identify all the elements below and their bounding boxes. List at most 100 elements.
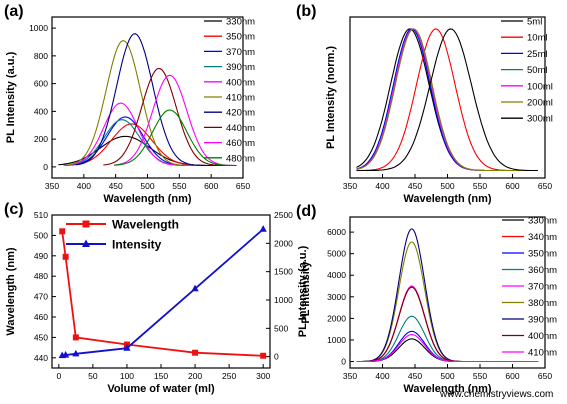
panel-a-ytick-label: 0 <box>43 162 48 172</box>
panel-d-ytick-label: 3000 <box>327 292 346 302</box>
panel-a-legend-label: 350nm <box>226 32 255 43</box>
panel-d-legend-label: 400nm <box>528 331 557 342</box>
panel-a-series-line <box>103 67 236 167</box>
panel-c-legend-label: Wavelength <box>112 218 179 232</box>
panel-c-point-square <box>72 334 79 341</box>
panel-c-xlabel: Volume of water (ml) <box>107 383 215 395</box>
panel-d-xtick-label: 550 <box>473 371 487 381</box>
panel-d-ytick-label: 4000 <box>327 270 346 280</box>
panel-a-xlabel: Wavelength (nm) <box>103 193 192 205</box>
panel-c-y2tick-label: 2000 <box>274 238 293 248</box>
panel-a-ylabel: PL Intensity (a.u.) <box>5 51 17 143</box>
panel-a-ytick-label: 200 <box>34 134 48 144</box>
panel-a-legend-label: 400nm <box>226 77 255 88</box>
panel-c-legend-label: Intensity <box>112 238 162 252</box>
panel-b-series-line <box>356 28 538 172</box>
panel-b-xtick-label: 550 <box>473 181 487 191</box>
panel-a-xtick-label: 350 <box>45 181 59 191</box>
panel-a-xtick-label: 400 <box>77 181 91 191</box>
panel-a-legend-label: 440nm <box>226 123 255 134</box>
panel-d-plot-frame <box>349 216 546 369</box>
panel-c-xtick-label: 50 <box>88 371 98 381</box>
panel-d-legend-label: 370nm <box>528 282 557 293</box>
panel-d-xtick-label: 450 <box>408 371 422 381</box>
panel-d-legend-label: 350nm <box>528 249 557 260</box>
panel-d-ylabel: PL Intensity <box>300 261 312 324</box>
panel-c-xtick-label: 300 <box>256 371 270 381</box>
panel-c-point-square <box>62 253 69 260</box>
panel-c-y2tick-label: 1500 <box>274 267 293 277</box>
panel-d-legend-label: 340nm <box>528 232 557 243</box>
panel-c-y2tick-label: 1000 <box>274 295 293 305</box>
panel-b-legend-label: 200ml <box>527 98 553 109</box>
panel-b-xtick-label: 600 <box>505 181 519 191</box>
panel-d-ytick-label: 5000 <box>327 249 346 259</box>
panel-c-ytick-label: 490 <box>34 251 48 261</box>
panel-c-point-square <box>59 228 66 235</box>
panel-a-legend-label: 390nm <box>226 62 255 73</box>
panel-b-legend-label: 300ml <box>527 114 553 125</box>
panel-c-ytick-label: 440 <box>34 353 48 363</box>
panel-d-legend-label: 390nm <box>528 315 557 326</box>
panel-d-series-line <box>356 241 539 363</box>
panel-a-xtick-label: 550 <box>172 181 186 191</box>
panel-c-point-triangle <box>123 344 131 351</box>
panel-c-ytick-label: 470 <box>34 292 48 302</box>
panel-d-ytick-label: 6000 <box>327 227 346 237</box>
panel-a: (a) 350 400 450 500 550 600 650 0 200 400 600 800 100… <box>4 3 255 205</box>
panel-c-y2tick-label: 0 <box>274 352 279 362</box>
panel-a-series-line <box>114 109 237 167</box>
panel-c-point-square <box>192 349 199 356</box>
panel-a-xtick-label: 450 <box>109 181 123 191</box>
panel-c-legend-marker <box>82 239 90 247</box>
panel-c-xtick-label: 200 <box>188 371 202 381</box>
panel-c-xtick-label: 0 <box>56 371 61 381</box>
panel-d-legend-label: 410nm <box>528 348 557 359</box>
panel-d-xtick-label: 650 <box>538 371 552 381</box>
panel-d-legend-label: 360nm <box>528 265 557 276</box>
panel-a-ytick-label: 1000 <box>29 23 48 33</box>
panel-c-ytick-label: 460 <box>34 312 48 322</box>
panel-c-y2tick-label: 500 <box>274 323 288 333</box>
panel-b: (b) 350 400 450 500 550 600 650 Wavelength (nm) P… <box>296 3 553 205</box>
panel-d-xtick-label: 350 <box>343 371 357 381</box>
panel-a-legend-label: 460nm <box>226 138 255 149</box>
panel-c-ylabel: Wavelength (nm) <box>5 247 17 336</box>
panel-d-legend-label: 380nm <box>528 298 557 309</box>
panel-c-point-triangle <box>191 284 199 292</box>
watermark-text: www.chemistryviews.com <box>439 389 553 400</box>
panel-c-label: (c) <box>4 201 24 218</box>
panel-d-xtick-label: 400 <box>375 371 389 381</box>
panel-c-ytick-label: 450 <box>34 332 48 342</box>
panel-a-ytick-label: 800 <box>34 51 48 61</box>
panel-b-ylabel: PL Intensity (norm.) <box>325 46 337 149</box>
panel-a-series-line <box>76 33 237 167</box>
panel-c-series-line <box>61 231 264 357</box>
panel-c-ytick-label: 500 <box>34 230 48 240</box>
panel-c-legend-marker <box>82 220 90 228</box>
panel-d: (d) 350 400 450 500 550 600 650 0 1000 2000 3000 400… <box>296 203 557 395</box>
panel-b-xlabel: Wavelength (nm) <box>403 193 492 205</box>
panel-b-legend-label: 25ml <box>527 49 548 60</box>
panel-c-point-square <box>260 352 267 359</box>
panel-c-point-triangle <box>62 350 70 358</box>
panel-a-ytick-label: 400 <box>34 106 48 116</box>
panel-c-ytick-label: 480 <box>34 271 48 281</box>
panel-d-xtick-label: 500 <box>440 371 454 381</box>
panel-b-legend-label: 100ml <box>527 81 553 92</box>
panel-c-xtick-label: 150 <box>154 371 168 381</box>
panel-c-ytick-label: 510 <box>34 210 48 220</box>
panel-d-xlabel: Wavelength (nm) <box>403 383 492 395</box>
panel-a-xtick-label: 650 <box>236 181 250 191</box>
panel-c: (c) 0 50 100 150 200 250 300 440 450 460 470 480 490 5… <box>4 201 309 395</box>
panel-c-xtick-label: 250 <box>222 371 236 381</box>
panel-a-series-line <box>114 74 237 167</box>
panel-c-y2tick-label: 2500 <box>274 210 293 220</box>
panel-d-legend-label: 330nm <box>528 216 557 227</box>
panel-b-legend-label: 5ml <box>527 17 542 28</box>
panel-d-series-line <box>356 334 539 363</box>
panel-a-ytick-label: 600 <box>34 79 48 89</box>
panel-b-legend-label: 10ml <box>527 33 548 44</box>
panel-b-xtick-label: 650 <box>538 181 552 191</box>
panel-c-series-line <box>62 228 264 357</box>
